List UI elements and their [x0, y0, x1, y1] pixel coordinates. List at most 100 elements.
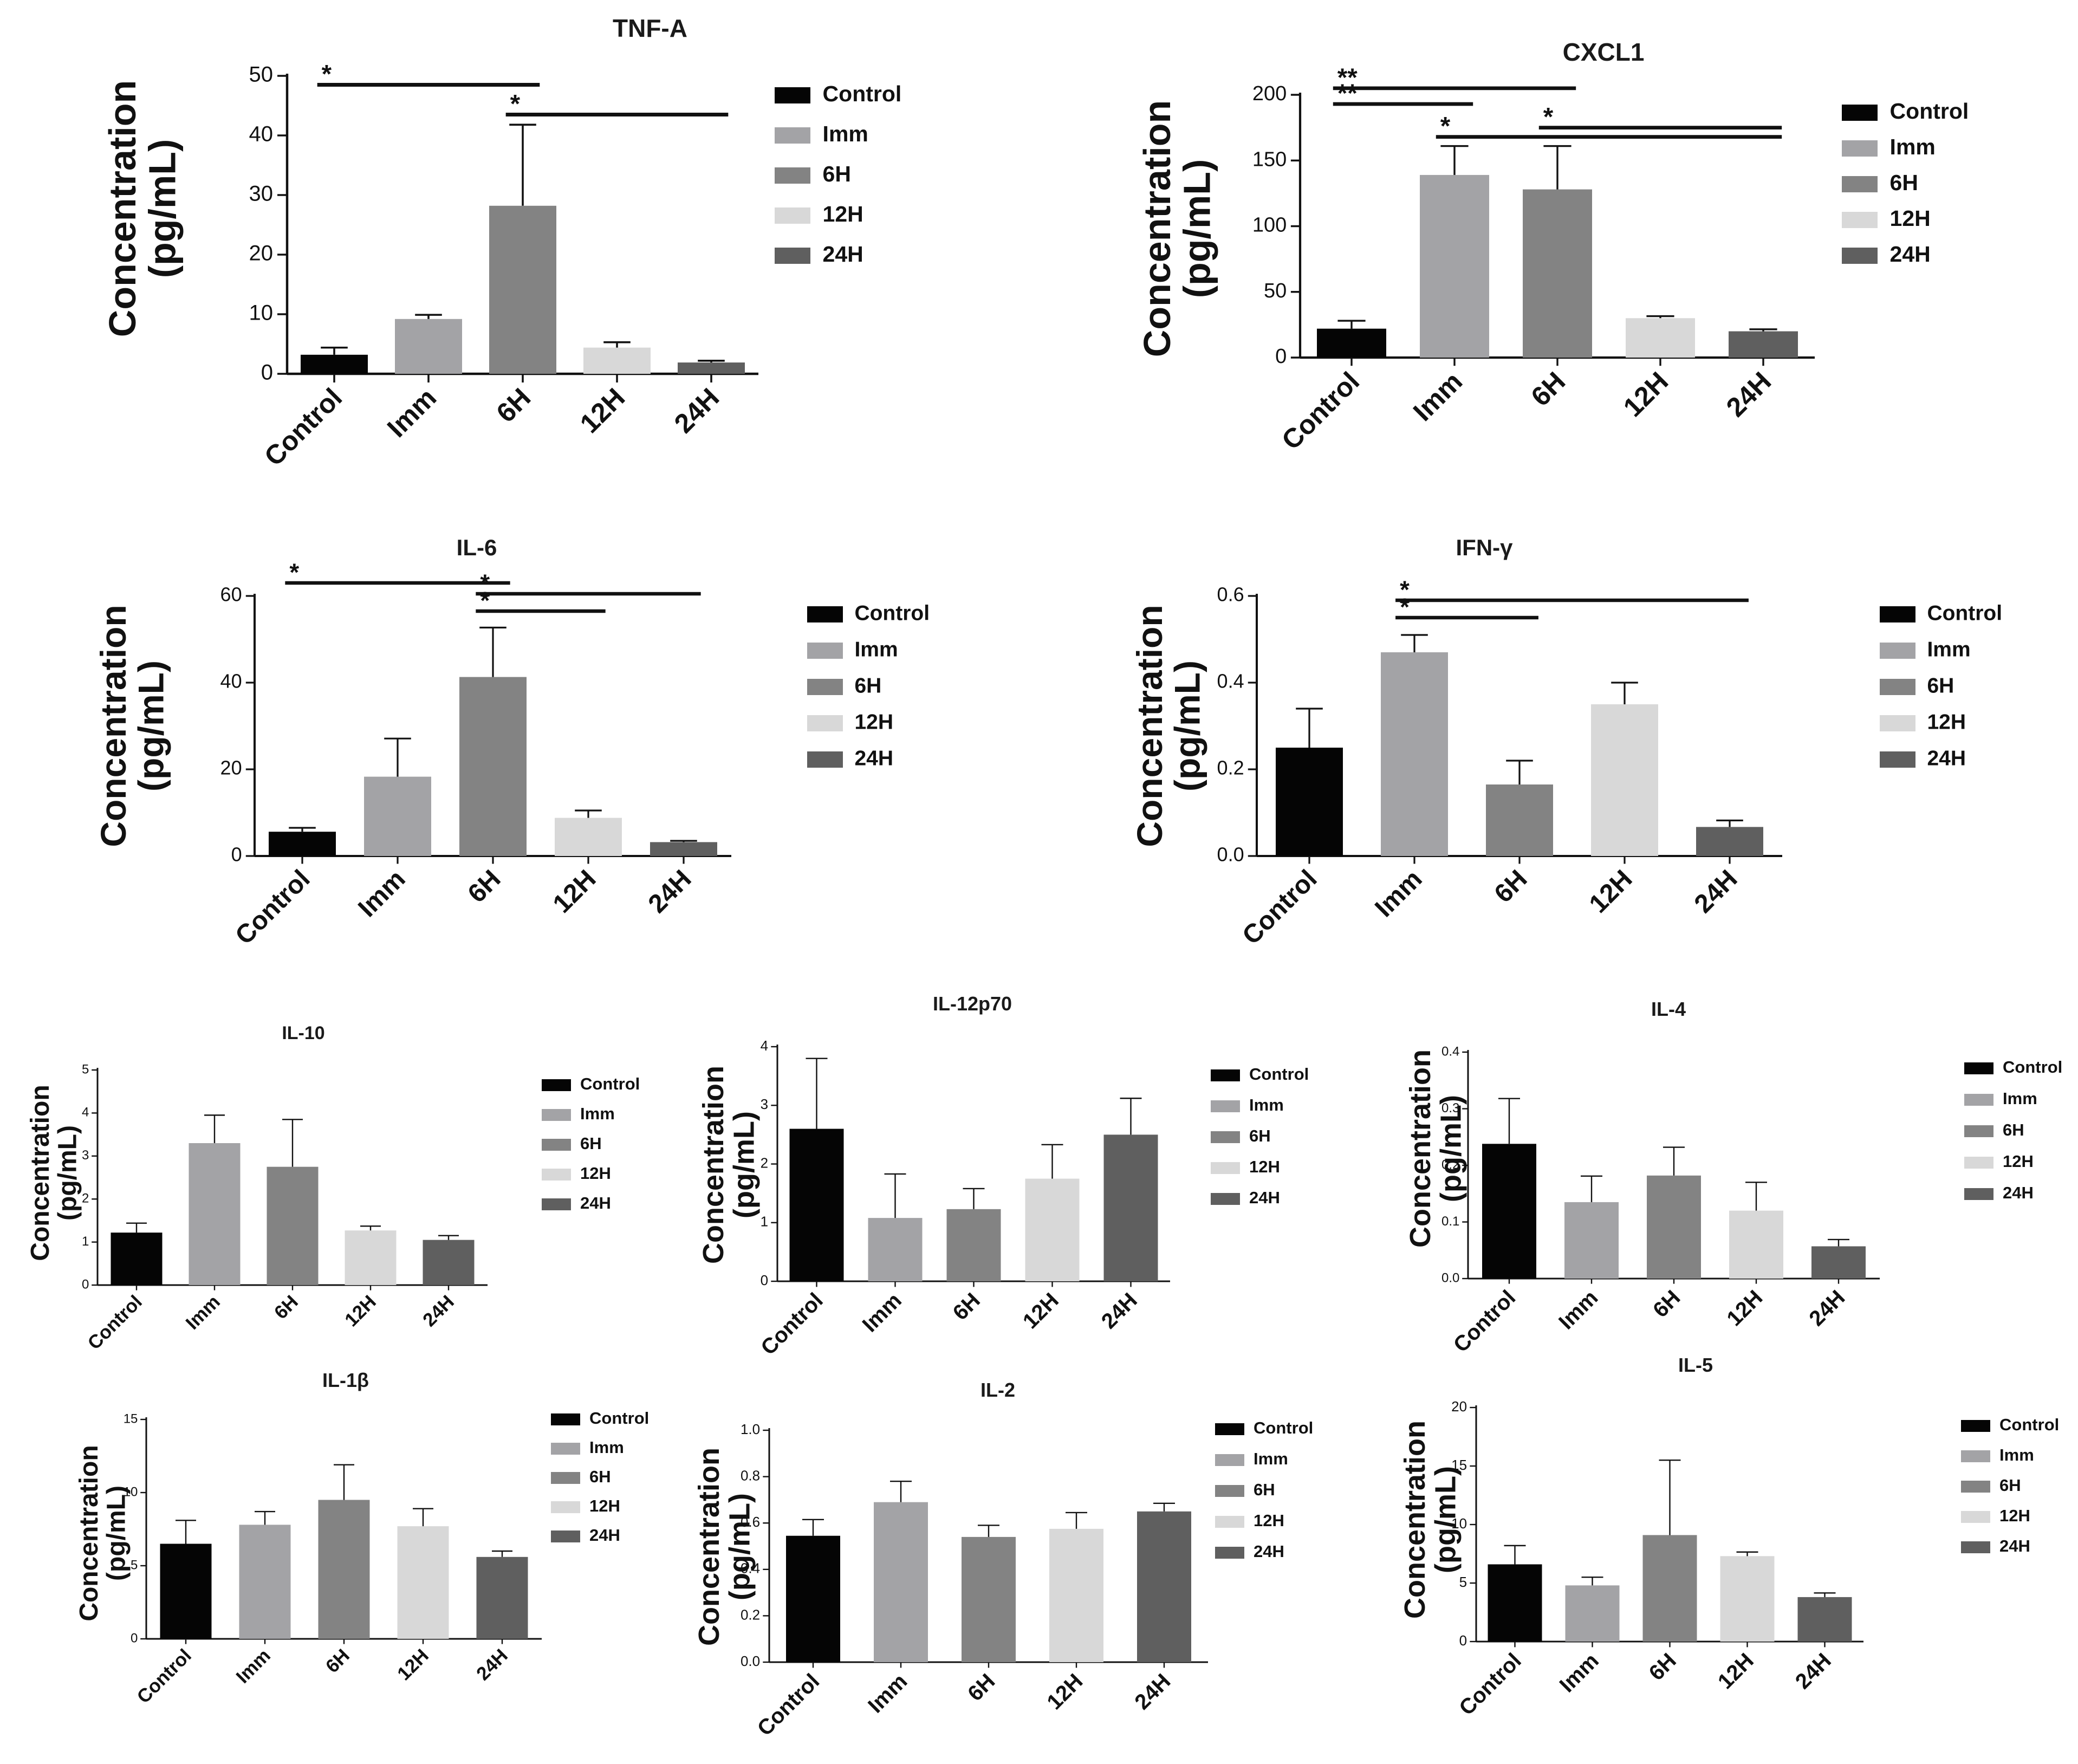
il12p70-bar-imm — [868, 1218, 923, 1281]
il1b-category-label: Control — [133, 1645, 196, 1708]
il2-category-label: Imm — [863, 1669, 912, 1717]
il10-legend-label: Imm — [580, 1104, 615, 1123]
il5-category-label: 6H — [1645, 1649, 1681, 1685]
il6-legend-swatch-24h — [807, 751, 843, 768]
il10-bar-6h — [267, 1166, 319, 1285]
il5-y-tick-label: 15 — [1451, 1457, 1467, 1473]
il5-title: IL-5 — [1678, 1354, 1713, 1376]
il2-y-label-line: Concentration — [693, 1448, 725, 1646]
cxcl1-category-label: Control — [1276, 366, 1365, 456]
cxcl1-legend-swatch-6h — [1842, 176, 1878, 192]
il10-chart: IL-10 Concentration(pg/mL) 0 1 2 3 4 5 Control Im… — [26, 1023, 640, 1354]
il6-y-label-line: Concentration — [93, 605, 133, 847]
cxcl1-legend-swatch-control — [1842, 105, 1878, 121]
il4-bar-12h — [1729, 1210, 1783, 1279]
il2-y-tick-label: 0.2 — [741, 1606, 760, 1623]
il2-category-label: 6H — [963, 1669, 999, 1705]
il1b-legend-swatch-6h — [551, 1472, 580, 1484]
il12p70-legend-swatch-control — [1211, 1069, 1240, 1081]
il5-legend-swatch-24h — [1961, 1541, 1990, 1553]
cxcl1-significance-mark: ** — [1337, 79, 1358, 108]
il10-y-tick-label: 0 — [82, 1277, 89, 1292]
tnfa-legend-swatch-12h — [775, 207, 810, 224]
ifng-category-label: 6H — [1489, 865, 1533, 909]
ifng-legend-label: 24H — [1927, 747, 1966, 770]
il2-y-label: Concentration(pg/mL) — [693, 1448, 756, 1646]
il6-y-tick-label: 0 — [231, 844, 242, 866]
cxcl1-y-tick-label: 200 — [1252, 82, 1287, 105]
ifng-y-tick-label: 0.0 — [1217, 844, 1244, 866]
il1b-bar-6h — [318, 1500, 370, 1639]
il10-legend-label: 24H — [580, 1194, 611, 1212]
cxcl1-y-tick-label: 100 — [1252, 214, 1287, 237]
il4-y-tick-label: 0.4 — [1441, 1044, 1459, 1059]
tnfa-y-tick-label: 50 — [249, 63, 274, 87]
il4-y-tick-label: 0.3 — [1441, 1101, 1459, 1116]
il2-chart: IL-2 Concentration(pg/mL) 0.0 0.2 0.4 0.6 0.8 1… — [693, 1379, 1313, 1741]
cxcl1-chart: CXCL1 Concentration(pg/mL) 0 50 100 150 200 Con… — [1136, 38, 1969, 456]
il4-bar-6h — [1647, 1175, 1701, 1279]
cxcl1-legend-swatch-12h — [1842, 212, 1878, 228]
il12p70-y-tick-label: 2 — [761, 1155, 768, 1171]
il12p70-legend-label: Imm — [1249, 1095, 1284, 1114]
il1b-bar-12h — [397, 1526, 449, 1639]
cxcl1-title: CXCL1 — [1563, 38, 1645, 66]
il1b-y-tick-label: 0 — [131, 1631, 138, 1645]
il12p70-y-label-line: Concentration — [697, 1066, 730, 1264]
il12p70-y-label-line: (pg/mL) — [728, 1111, 761, 1218]
il6-significance-mark: * — [480, 587, 490, 614]
il5-y-tick-label: 20 — [1451, 1398, 1467, 1415]
tnfa-y-label: Concentration(pg/mL) — [101, 80, 184, 337]
il12p70-legend-swatch-6h — [1211, 1131, 1240, 1143]
il6-category-label: Imm — [353, 865, 411, 923]
tnfa-significance-mark: * — [510, 90, 521, 119]
il6-significance-mark: * — [480, 569, 490, 597]
il4-legend-label: 6H — [2003, 1120, 2024, 1139]
il2-legend-swatch-imm — [1215, 1454, 1244, 1466]
il4-bar-24h — [1811, 1246, 1866, 1279]
ifng-bar-imm — [1381, 652, 1448, 856]
tnfa-legend-label: 6H — [823, 161, 851, 186]
il5-legend-swatch-6h — [1961, 1481, 1990, 1493]
il2-y-tick-label: 0.8 — [741, 1467, 760, 1483]
il4-legend-label: Imm — [2003, 1089, 2037, 1108]
cxcl1-bar-6h — [1523, 189, 1592, 358]
il4-bar-imm — [1564, 1202, 1619, 1279]
il5-bar-6h — [1642, 1535, 1697, 1642]
il6-category-label: Control — [230, 865, 315, 950]
cxcl1-legend-label: 6H — [1890, 170, 1918, 195]
il5-bar-24h — [1797, 1597, 1852, 1642]
il5-category-label: 12H — [1713, 1649, 1758, 1694]
tnfa-category-label: 24H — [668, 382, 725, 439]
cxcl1-significance-mark: * — [1440, 112, 1451, 141]
il5-bar-imm — [1565, 1585, 1620, 1642]
il2-bar-control — [786, 1535, 840, 1662]
tnfa-bar-imm — [395, 319, 462, 374]
ifng-legend-label: Control — [1927, 601, 2002, 625]
il1b-category-label: 12H — [393, 1645, 433, 1684]
il12p70-y-tick-label: 1 — [761, 1214, 768, 1230]
ifng-y-label: Concentration(pg/mL) — [1129, 605, 1207, 847]
il1b-category-label: Imm — [232, 1645, 274, 1687]
tnfa-bar-control — [301, 354, 368, 374]
il10-bar-control — [111, 1233, 163, 1285]
ifng-significance-mark: * — [1400, 576, 1410, 604]
il10-legend-swatch-24h — [542, 1198, 571, 1210]
il1b-legend-swatch-imm — [551, 1443, 580, 1455]
tnfa-significance-mark: * — [322, 60, 332, 89]
il2-legend-swatch-control — [1215, 1423, 1244, 1435]
il4-legend-label: 12H — [2003, 1152, 2034, 1171]
cxcl1-category-label: Imm — [1407, 366, 1468, 427]
il1b-legend-label: Control — [589, 1409, 649, 1428]
il2-legend-label: Imm — [1254, 1449, 1288, 1468]
il5-legend-label: 24H — [1999, 1536, 2030, 1555]
il6-significance-mark: * — [289, 559, 299, 586]
ifng-y-label-line: Concentration — [1129, 605, 1170, 847]
il10-y-label: Concentration(pg/mL) — [26, 1085, 82, 1261]
il6-y-tick-label: 40 — [220, 670, 242, 692]
il2-bar-6h — [962, 1536, 1016, 1662]
cxcl1-bar-24h — [1729, 331, 1798, 358]
il5-y-tick-label: 10 — [1451, 1515, 1467, 1532]
il10-y-label-line: Concentration — [26, 1085, 55, 1261]
